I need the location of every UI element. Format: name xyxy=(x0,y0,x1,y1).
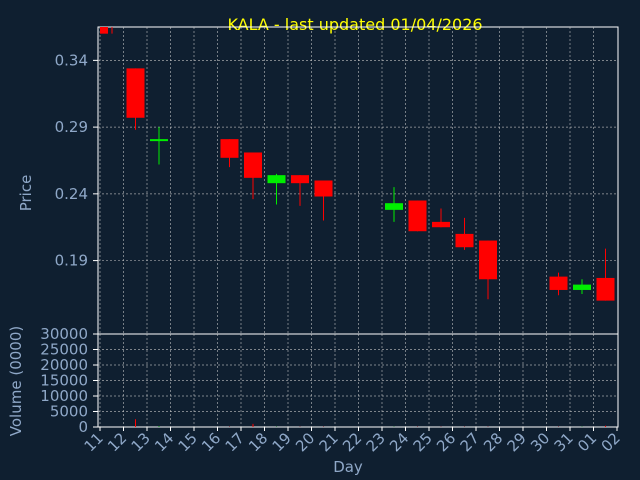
x-tick-label: 19 xyxy=(269,429,295,455)
candle-body xyxy=(549,276,568,290)
price-tick-label: 0.29 xyxy=(55,118,88,136)
candle-body xyxy=(100,27,108,34)
x-tick-label: 27 xyxy=(457,429,483,455)
volume-tick-label: 10000 xyxy=(40,387,88,405)
candle-body xyxy=(408,200,427,232)
volume-tick-label: 20000 xyxy=(40,356,88,374)
x-tick-label: 31 xyxy=(551,429,577,455)
x-tick-label: 22 xyxy=(339,429,365,455)
candle-body xyxy=(385,203,403,210)
candle-body xyxy=(220,139,239,158)
x-tick-label: 13 xyxy=(128,429,154,455)
candle-body xyxy=(314,180,333,197)
chart-title: KALA - last updated 01/04/2026 xyxy=(227,15,482,34)
volume-tick-label: 5000 xyxy=(50,403,88,421)
x-tick-label: 21 xyxy=(316,429,342,455)
candles xyxy=(100,27,615,301)
candle-body xyxy=(479,240,497,280)
x-tick-label: 23 xyxy=(363,429,389,455)
x-tick-label: 01 xyxy=(574,429,600,455)
x-tick-label: 14 xyxy=(151,429,177,455)
x-axis-label: Day xyxy=(333,458,363,476)
candle-body xyxy=(291,175,309,184)
x-tick-label: 29 xyxy=(504,429,530,455)
volume-tick-label: 0 xyxy=(78,418,88,436)
price-axis-ticks: 0.34 0.29 0.24 0.19 xyxy=(55,51,98,270)
candle-body xyxy=(455,233,474,248)
x-tick-label: 17 xyxy=(222,429,248,455)
price-tick-label: 0.19 xyxy=(55,252,88,270)
volume-axis-label: Volume (0000) xyxy=(7,326,25,436)
x-tick-label: 12 xyxy=(104,429,130,455)
x-tick-label: 02 xyxy=(598,429,624,455)
price-panel-frame xyxy=(97,26,619,335)
x-tick-label: 26 xyxy=(433,429,459,455)
x-tick-label: 20 xyxy=(292,429,318,455)
volume-tick-label: 15000 xyxy=(40,372,88,390)
candle-body xyxy=(126,68,145,118)
candle-body xyxy=(150,139,168,142)
volume-tick-label: 30000 xyxy=(40,325,88,343)
volume-tick-label: 25000 xyxy=(40,341,88,359)
grid-lines xyxy=(98,27,618,427)
candle-body xyxy=(432,221,450,228)
x-tick-label: 28 xyxy=(480,429,506,455)
x-tick-label: 15 xyxy=(175,429,201,455)
candle-body xyxy=(267,175,286,184)
x-tick-label: 25 xyxy=(410,429,436,455)
candle-body xyxy=(244,152,262,178)
x-axis-ticks: 1112131415161718192021222324252627282930… xyxy=(81,427,624,455)
candle-body xyxy=(573,284,591,290)
price-tick-label: 0.24 xyxy=(55,185,88,203)
price-tick-label: 0.34 xyxy=(55,51,88,69)
x-tick-label: 24 xyxy=(386,429,412,455)
x-tick-label: 16 xyxy=(198,429,224,455)
x-tick-label: 30 xyxy=(527,429,553,455)
price-axis-label: Price xyxy=(17,175,35,212)
volume-bars xyxy=(135,419,606,427)
candle-body xyxy=(596,277,615,301)
x-tick-label: 18 xyxy=(245,429,271,455)
